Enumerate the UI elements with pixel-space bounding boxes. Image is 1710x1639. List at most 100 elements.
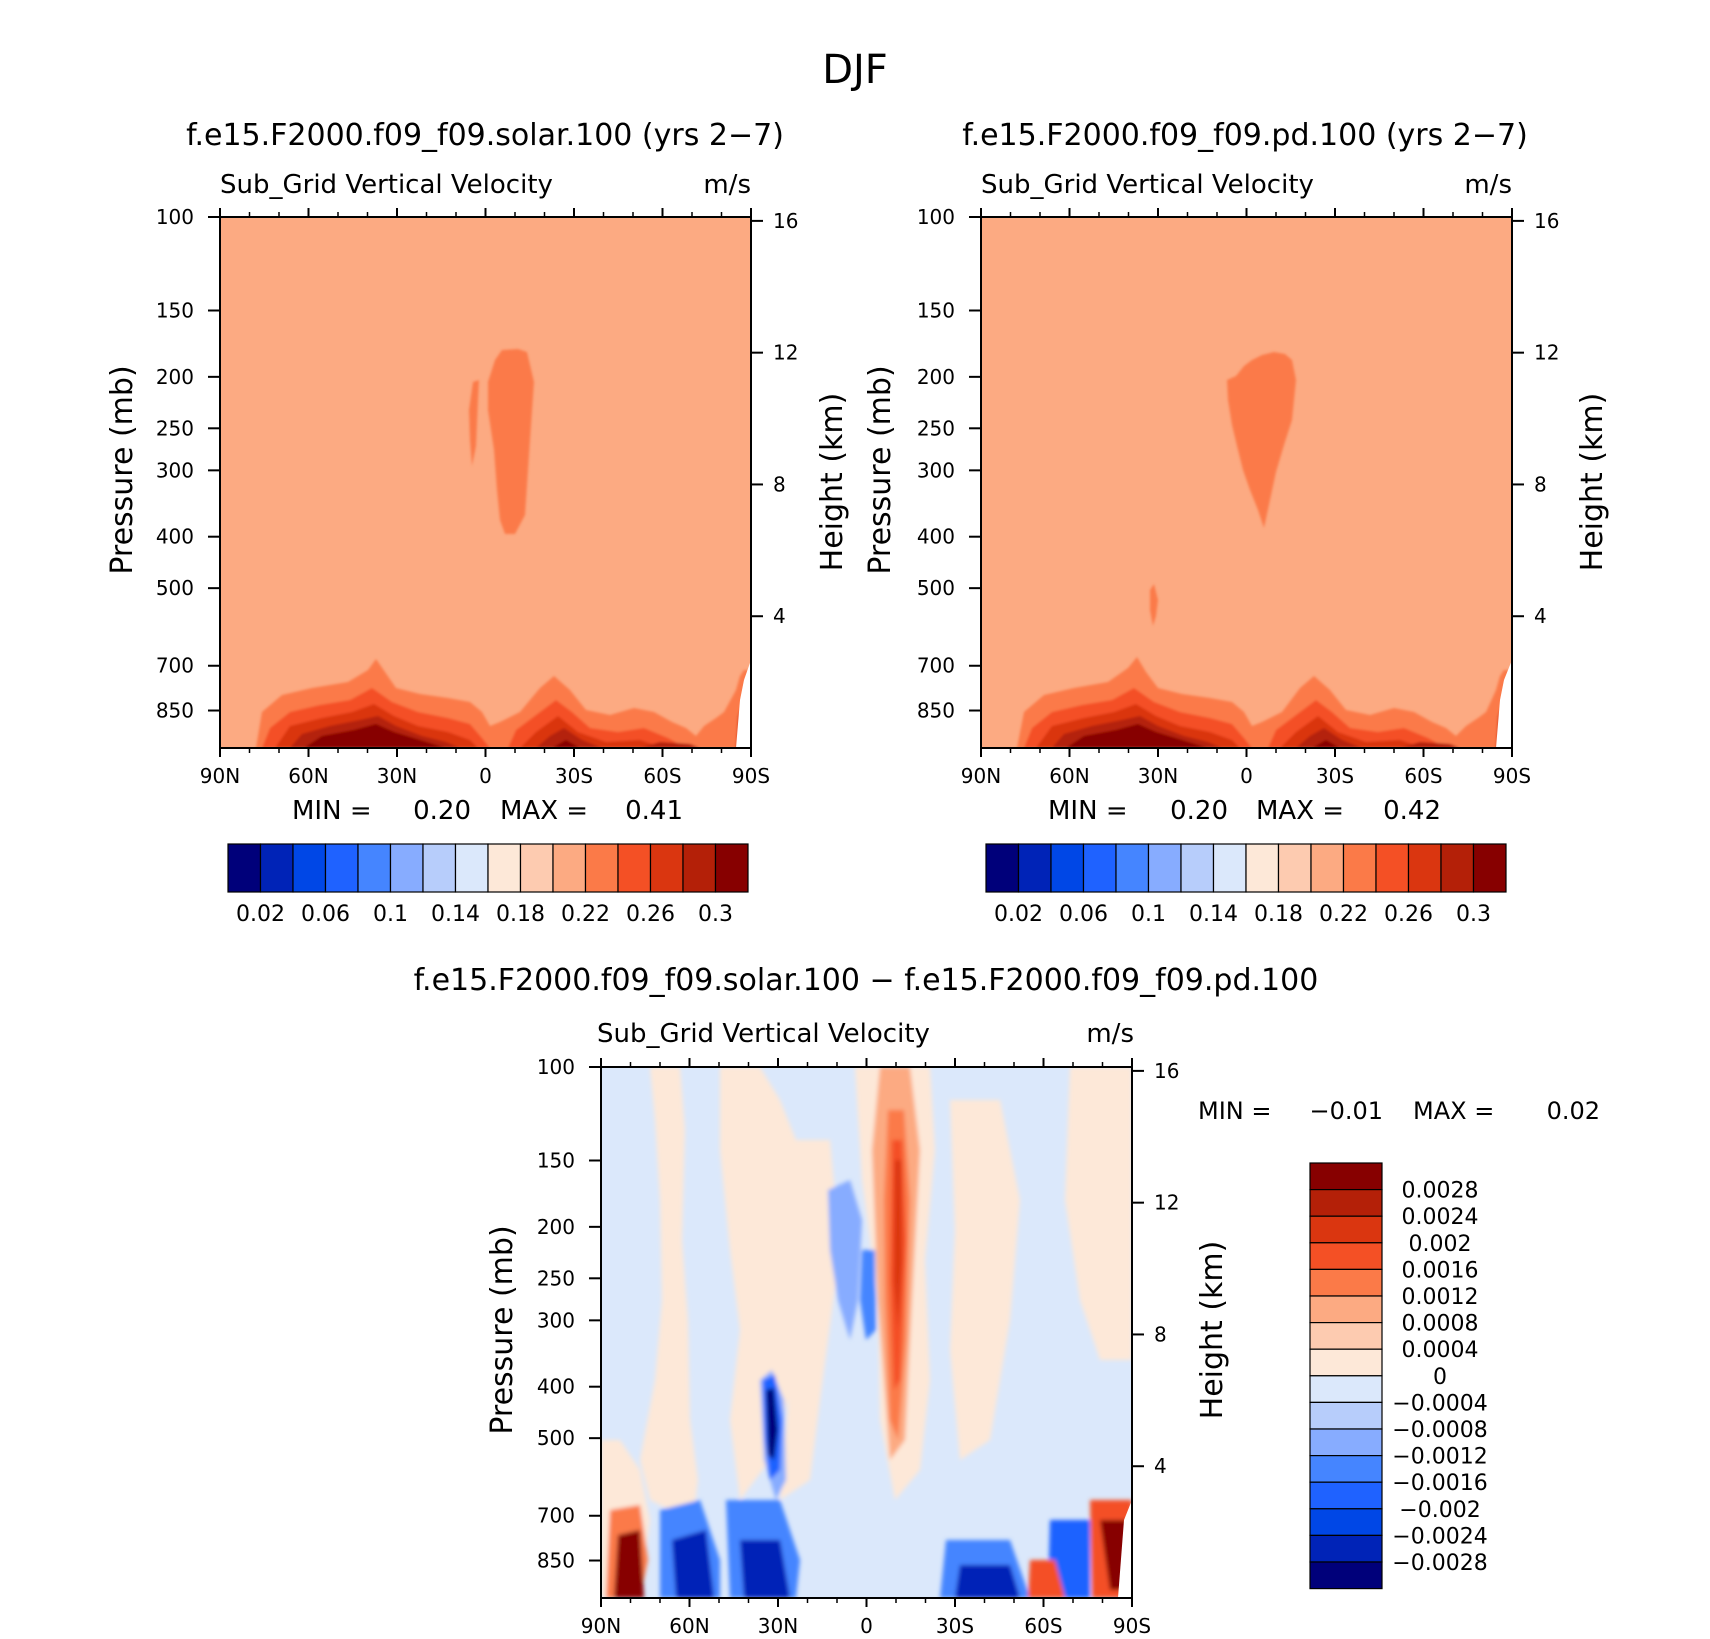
x-tick-label: 90S (1493, 764, 1531, 788)
colorbar-box (324, 843, 359, 893)
min-value: 0.20 (413, 796, 471, 826)
x-tick-label: 60N (669, 1614, 709, 1638)
missing-data (1496, 660, 1512, 748)
y2-tick-label: 16 (1534, 209, 1559, 233)
max-value: 0.41 (625, 796, 683, 826)
max-label: MAX = (1256, 796, 1344, 826)
panel-pd: f.e15.F2000.f09_f09.pd.100 (yrs 2−7) Sub… (863, 118, 1610, 927)
y-tick-label: 300 (156, 458, 194, 482)
colorbar-box (259, 843, 294, 893)
y-tick-label: 250 (917, 416, 955, 440)
colorbar-label: −0.002 (1399, 1498, 1480, 1523)
bl-contour-5 (1066, 724, 1340, 748)
x-tick-label: 30S (936, 1614, 974, 1638)
colorbar-box (1277, 843, 1312, 893)
colorbar-label: 0.0012 (1402, 1285, 1479, 1310)
min-label: MIN = (1198, 1097, 1271, 1125)
y2-tick-label: 4 (773, 604, 786, 628)
colorbar-box (1309, 1454, 1383, 1483)
units-label: m/s (1086, 1019, 1134, 1049)
panel-diff: f.e15.F2000.f09_f09.solar.100 − f.e15.F2… (414, 963, 1600, 1638)
min-value: 0.20 (1170, 796, 1228, 826)
min-value: −0.01 (1309, 1097, 1383, 1125)
colorbar-box (292, 843, 327, 893)
y-tick-label: 150 (156, 299, 194, 323)
y-tick-label: 300 (917, 458, 955, 482)
colorbar-box (1212, 843, 1247, 893)
y-tick-label: 700 (156, 654, 194, 678)
case-title: f.e15.F2000.f09_f09.solar.100 (yrs 2−7) (186, 118, 784, 153)
y-tick-label: 400 (537, 1375, 575, 1399)
colorbar-box (519, 843, 554, 893)
colorbar-label: 0.3 (1456, 902, 1491, 927)
x-tick-label: 30N (377, 764, 417, 788)
y-tick-label: 100 (156, 205, 194, 229)
x-tick-label: 60N (288, 764, 328, 788)
ylabel-left: Pressure (mb) (485, 1225, 520, 1434)
colorbar-label: 0.0028 (1402, 1179, 1479, 1204)
neg-sfc-60n-core (672, 1530, 714, 1598)
y-tick-label: 400 (917, 525, 955, 549)
colorbar-box (1440, 843, 1475, 893)
y-tick-label: 850 (917, 699, 955, 723)
colorbar-box (1147, 843, 1182, 893)
x-tick-label: 90N (581, 1614, 621, 1638)
colorbar-box (1309, 1534, 1383, 1563)
colorbar-label: 0.3 (698, 902, 733, 927)
colorbar-label: 0.0024 (1402, 1205, 1479, 1230)
x-tick-label: 60S (1404, 764, 1442, 788)
ylabel-right: Height (km) (815, 393, 850, 572)
colorbar-box (1309, 1295, 1383, 1324)
y-tick-label: 200 (917, 365, 955, 389)
case-title: f.e15.F2000.f09_f09.pd.100 (yrs 2−7) (962, 118, 1528, 153)
x-tick-label: 30S (1316, 764, 1354, 788)
colorbar-label: 0.26 (626, 902, 675, 927)
colorbar-label: 0.18 (1254, 902, 1303, 927)
y-tick-label: 850 (537, 1549, 575, 1573)
colorbar-box (617, 843, 652, 893)
pos-sfc-60s (1028, 1560, 1065, 1598)
y-tick-label: 850 (156, 699, 194, 723)
colorbar-box (1245, 843, 1280, 893)
colorbar-box (1309, 1428, 1383, 1457)
y-tick-label: 500 (156, 576, 194, 600)
ylabel-left: Pressure (mb) (105, 365, 140, 574)
min-label: MIN = (292, 796, 372, 826)
colorbar-box (1309, 1321, 1383, 1350)
y-tick-label: 100 (917, 205, 955, 229)
pos-sfc-75n-core (614, 1530, 644, 1598)
bl-contour-5 (304, 724, 580, 748)
y2-tick-label: 12 (773, 341, 798, 365)
y2-tick-label: 4 (1154, 1454, 1167, 1478)
pos-band-3 (780, 1140, 840, 1500)
field-background (981, 217, 1512, 748)
colorbar-label: −0.0008 (1392, 1418, 1487, 1443)
x-tick-label: 30S (555, 764, 593, 788)
colorbar-box (1342, 843, 1377, 893)
colorbar-label: −0.0016 (1392, 1471, 1487, 1496)
colorbar-box (1180, 843, 1215, 893)
contour-field (981, 217, 1512, 748)
neg-sfc-30n-core (740, 1540, 790, 1598)
colorbar-label: 0.14 (1189, 902, 1238, 927)
y-tick-label: 700 (917, 654, 955, 678)
y-tick-label: 700 (537, 1504, 575, 1528)
contour-field (220, 217, 751, 748)
colorbar-box (552, 843, 587, 893)
y-tick-label: 100 (537, 1055, 575, 1079)
y-tick-label: 150 (537, 1149, 575, 1173)
y2-tick-label: 16 (773, 209, 798, 233)
colorbar-box (1309, 1508, 1383, 1537)
colorbar-label: −0.0012 (1392, 1445, 1487, 1470)
variable-label: Sub_Grid Vertical Velocity (220, 170, 553, 200)
neg-eq-0012 (860, 1250, 876, 1340)
colorbar-box (1309, 1401, 1383, 1430)
y2-tick-label: 4 (1534, 604, 1547, 628)
neg-sfc-40s-core (955, 1565, 1020, 1598)
colorbar-box (1407, 843, 1442, 893)
y-tick-label: 300 (537, 1308, 575, 1332)
x-tick-label: 0 (860, 1614, 873, 1638)
colorbar-label: −0.0024 (1392, 1524, 1487, 1549)
contour-field (601, 1067, 1132, 1598)
